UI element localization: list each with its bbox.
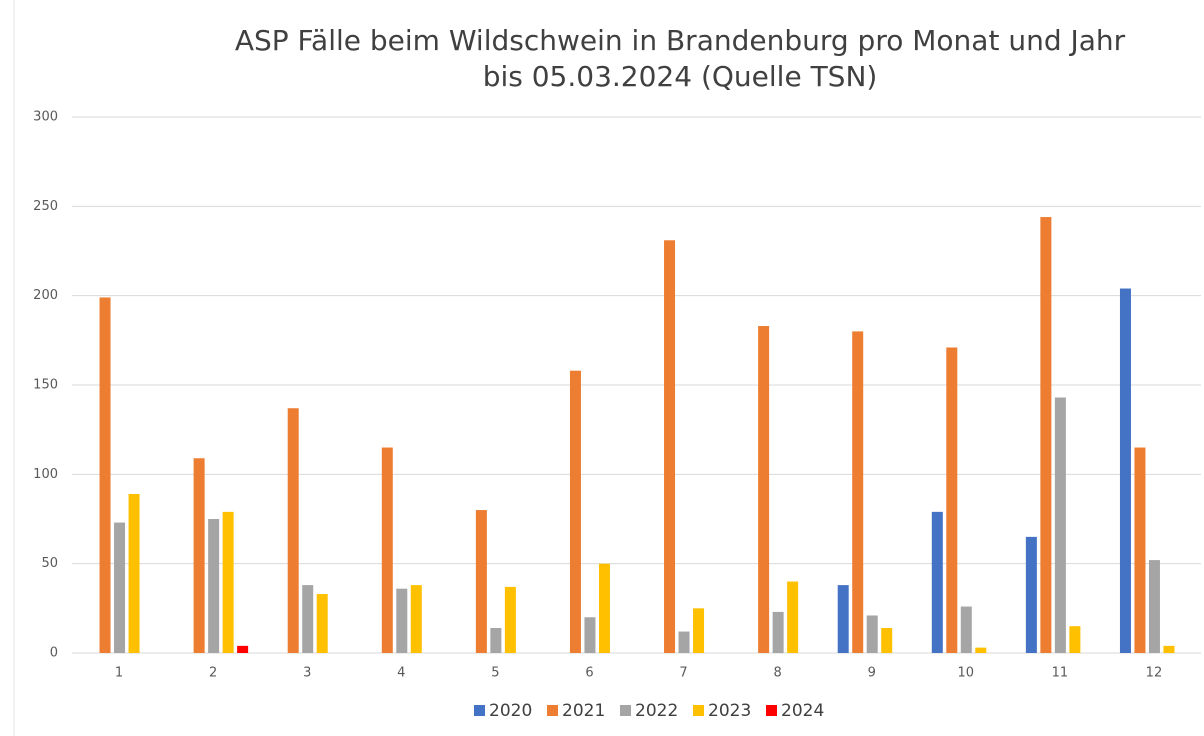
x-tick-label: 5	[491, 666, 499, 681]
bar	[1119, 288, 1131, 653]
bar	[1025, 536, 1037, 653]
legend-swatch	[547, 705, 558, 716]
bar	[114, 522, 126, 653]
bar	[1148, 560, 1160, 653]
legend-swatch	[693, 705, 704, 716]
bar	[410, 585, 422, 653]
x-tick-label: 9	[868, 666, 876, 681]
y-tick-label: 100	[33, 467, 58, 482]
bar	[598, 563, 610, 653]
bar	[193, 458, 205, 653]
bar	[693, 608, 705, 653]
bar	[787, 581, 799, 653]
bar	[208, 519, 220, 653]
bar	[99, 297, 111, 653]
bar	[237, 645, 249, 653]
y-tick-label: 300	[33, 110, 58, 125]
x-tick-label: 7	[679, 666, 687, 681]
bar	[881, 627, 893, 653]
legend-swatch	[474, 705, 485, 716]
bar	[381, 447, 393, 653]
bar	[584, 617, 596, 653]
bar	[664, 240, 676, 653]
x-tick-label: 8	[773, 666, 781, 681]
x-tick-label: 4	[397, 666, 405, 681]
bar	[975, 647, 987, 653]
bar	[1040, 217, 1052, 653]
bar	[946, 347, 958, 653]
y-tick-label: 50	[41, 556, 58, 571]
bar	[475, 510, 487, 653]
bar	[837, 585, 849, 653]
legend-label: 2022	[635, 701, 678, 721]
bar	[960, 606, 972, 653]
bar	[678, 631, 690, 653]
bar	[852, 331, 864, 653]
bar	[222, 511, 234, 653]
bar	[931, 511, 943, 653]
bar	[1069, 626, 1081, 653]
y-tick-label: 200	[33, 288, 58, 303]
y-tick-label: 0	[50, 646, 58, 661]
legend-swatch	[766, 705, 777, 716]
legend-label: 2024	[781, 701, 824, 721]
bar	[396, 588, 408, 653]
bar	[302, 585, 314, 653]
bar	[287, 408, 299, 653]
bar	[569, 370, 581, 653]
bar	[504, 586, 516, 653]
chart-subtitle: bis 05.03.2024 (Quelle TSN)	[483, 60, 878, 93]
bar	[490, 627, 502, 653]
legend-label: 2020	[489, 701, 532, 721]
y-tick-label: 150	[33, 378, 58, 393]
x-tick-label: 3	[303, 666, 311, 681]
legend-label: 2021	[562, 701, 605, 721]
bar	[128, 493, 140, 653]
bar	[772, 611, 784, 653]
x-tick-label: 11	[1052, 666, 1069, 681]
y-tick-label: 250	[33, 199, 58, 214]
bar	[1163, 645, 1175, 653]
chart-title: ASP Fälle beim Wildschwein in Brandenbur…	[235, 24, 1126, 57]
legend-label: 2023	[708, 701, 751, 721]
x-tick-label: 6	[585, 666, 593, 681]
x-tick-label: 2	[209, 666, 217, 681]
legend-swatch	[620, 705, 631, 716]
bar	[1134, 447, 1146, 653]
x-tick-label: 1	[115, 666, 123, 681]
bar	[758, 326, 770, 653]
bar	[316, 594, 328, 653]
x-tick-label: 10	[958, 666, 975, 681]
x-tick-label: 12	[1146, 666, 1163, 681]
bar	[1054, 397, 1066, 653]
bar	[866, 615, 878, 653]
